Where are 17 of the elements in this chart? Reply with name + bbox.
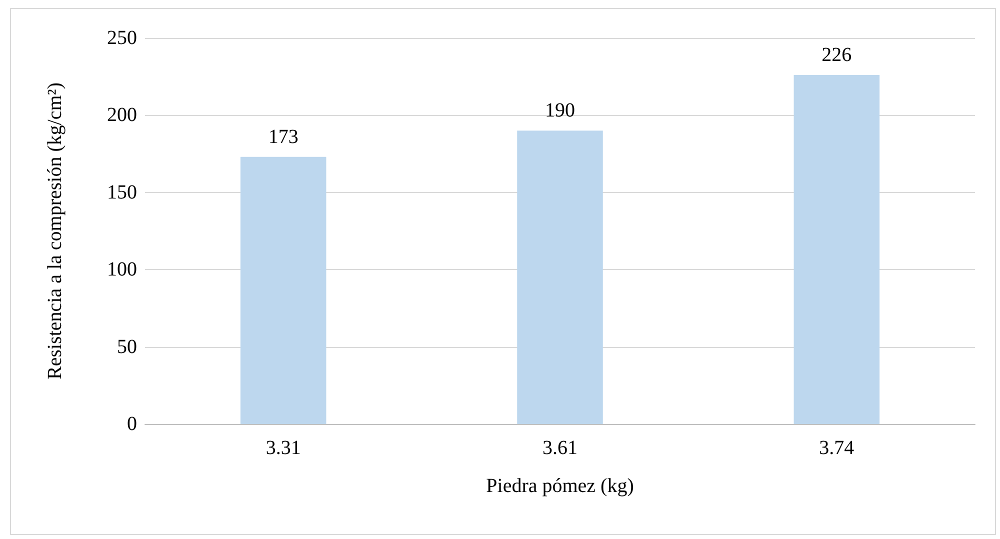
bar bbox=[794, 75, 880, 424]
data-label: 173 bbox=[268, 126, 298, 148]
bar bbox=[240, 156, 326, 424]
x-axis-title: Piedra pómez (kg) bbox=[486, 475, 634, 497]
x-tick-label: 3.61 bbox=[542, 437, 578, 459]
y-axis-title: Resistencia a la compresión (kg/cm²) bbox=[44, 82, 66, 380]
bar bbox=[517, 130, 603, 424]
y-tick-label: 250 bbox=[107, 27, 137, 49]
y-tick-label: 100 bbox=[107, 258, 137, 281]
y-tick-label: 50 bbox=[117, 336, 137, 358]
x-tick-label: 3.74 bbox=[819, 437, 854, 459]
y-tick-label: 0 bbox=[127, 413, 137, 435]
x-tick-label: 3.31 bbox=[266, 437, 301, 459]
data-label: 226 bbox=[822, 44, 852, 66]
y-tick-label: 150 bbox=[107, 181, 137, 204]
y-tick-label: 200 bbox=[107, 104, 137, 126]
data-label: 190 bbox=[545, 100, 575, 122]
